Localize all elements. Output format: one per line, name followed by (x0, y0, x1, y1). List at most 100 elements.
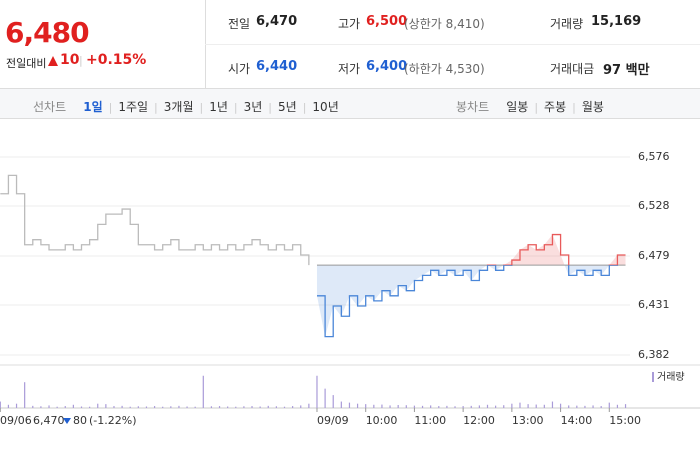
y-tick-label: 6,479 (638, 249, 670, 262)
stat-value: 6,400 (366, 59, 408, 74)
volume-bar (292, 406, 294, 408)
volume-bar (340, 401, 342, 408)
change-label: 전일대비 (6, 57, 47, 70)
separator: | (534, 101, 539, 114)
volume-bar (137, 406, 139, 408)
separator: | (199, 101, 204, 114)
tab-group: 봉차트 일봉 | 주봉 | 월봉 (456, 96, 604, 115)
price-line (0, 174, 310, 266)
volume-bar (275, 406, 277, 408)
volume-bar (430, 405, 432, 408)
volume-bar (576, 405, 578, 408)
change: 10 (60, 52, 80, 68)
tab[interactable]: 10년 (312, 100, 339, 114)
volume-bar (145, 406, 148, 408)
x-tick-label: 15:00 (609, 414, 641, 427)
volume-bar (462, 406, 464, 408)
volume-bar (194, 406, 196, 408)
volume-bar (153, 406, 156, 408)
volume-bar (478, 405, 480, 408)
stat-note: (하한가 4,530) (404, 62, 485, 76)
volume-bar (543, 404, 545, 408)
volume-bar (527, 404, 529, 408)
volume-bar (365, 404, 367, 408)
area-below (316, 265, 626, 337)
separator: | (108, 101, 113, 114)
tab[interactable]: 주봉 (544, 100, 567, 114)
volume-bar (373, 404, 375, 408)
volume-bar (356, 403, 359, 408)
volume-bar (15, 403, 18, 408)
volume-bar (56, 406, 58, 408)
volume-bar (300, 405, 302, 408)
tab[interactable]: 1주일 (118, 100, 149, 114)
volume-bar (186, 406, 188, 408)
volume-bar (332, 395, 334, 408)
volume-bar (243, 406, 245, 408)
y-tick-label: 6,382 (638, 348, 670, 361)
volume-bar (7, 404, 10, 408)
footer-close: 6,470 (33, 414, 65, 427)
tab-group-label: 선차트 (33, 100, 67, 114)
volume-bar (381, 404, 383, 408)
x-tick-label: 11:00 (414, 414, 446, 427)
stat-label: 전일 (228, 17, 251, 31)
stat-value: 15,169 (591, 14, 642, 29)
chart: 6,576 6,528 6,479 6,431 6,382 09/09 10:00 11:00… (0, 150, 700, 427)
down-arrow (63, 418, 71, 424)
volume-bar (535, 404, 537, 408)
x-tick-label: 10:00 (366, 414, 398, 427)
volume-bar (170, 406, 172, 408)
tab[interactable]: 3년 (243, 100, 263, 114)
x-tick-label: 12:00 (463, 414, 495, 427)
volume-bar (48, 405, 50, 408)
separator: | (268, 101, 273, 114)
x-tick-label: 09/09 (317, 414, 349, 427)
volume-bar (584, 405, 586, 408)
volume-bar (486, 404, 489, 408)
legend-label: 거래량 (657, 371, 685, 383)
y-tick-label: 6,576 (638, 150, 670, 163)
separator: | (572, 101, 576, 114)
volume-bar (389, 405, 391, 408)
area-above (503, 234, 626, 266)
x-tick-label: 14:00 (561, 414, 593, 427)
header (0, 0, 700, 89)
separator: | (154, 101, 158, 114)
volume-bar (218, 406, 221, 408)
volume-bar (178, 405, 180, 408)
volume-bar (308, 403, 310, 408)
volume-bar (0, 401, 1, 408)
volume-bar (80, 406, 83, 408)
tab[interactable]: 일봉 (506, 100, 529, 114)
volume-bar (324, 388, 326, 408)
volume-bar (511, 403, 513, 408)
volume-bar (89, 406, 91, 408)
volume-bar (568, 405, 570, 408)
tab[interactable]: 5년 (278, 100, 297, 114)
tab[interactable]: 3개월 (163, 100, 194, 114)
up-arrow (48, 56, 58, 66)
volume-bar (316, 375, 318, 408)
stat-label: 저가 (338, 62, 361, 76)
volume-bar (421, 405, 424, 408)
price-line (316, 265, 619, 338)
volume-bar (600, 406, 602, 408)
tab[interactable]: 1일 (83, 100, 103, 114)
volume-bar (129, 406, 131, 408)
volume-bar (470, 405, 472, 408)
legend-swatch (652, 372, 654, 382)
volume-bar (446, 405, 448, 408)
volume-bar (616, 404, 619, 408)
volume-bar (413, 405, 416, 408)
separator: | (302, 101, 307, 114)
volume-bar (503, 405, 505, 408)
tab[interactable]: 월봉 (581, 100, 604, 114)
stat-label: 거래대금 (550, 62, 595, 76)
volume-bar (32, 405, 34, 408)
volume-bar (608, 402, 610, 408)
tab[interactable]: 1년 (209, 100, 228, 114)
volume-bar (162, 406, 164, 408)
volume-bar (235, 406, 237, 408)
